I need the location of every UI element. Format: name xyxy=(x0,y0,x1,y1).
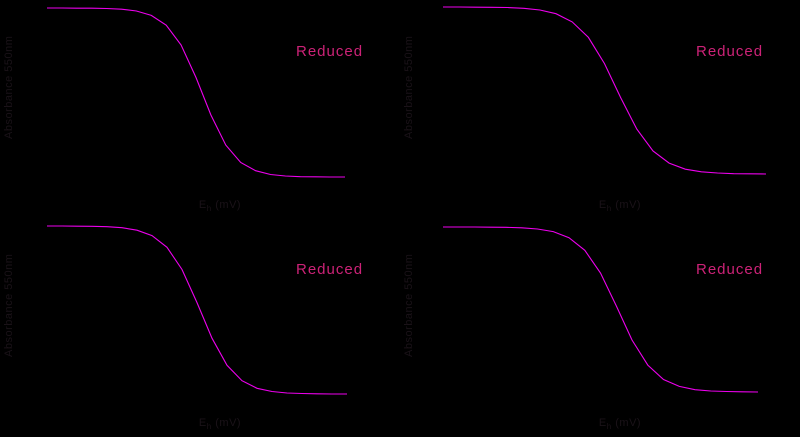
x-axis-label-subscript: h xyxy=(606,422,612,432)
x-axis-label-subscript: h xyxy=(206,204,212,214)
curve-label-reduced: Reduced xyxy=(696,43,764,60)
x-axis-label-base: E xyxy=(198,199,207,211)
y-axis-label: Absorbance 550nm xyxy=(403,35,415,139)
y-axis-label: Absorbance 550nm xyxy=(403,253,415,357)
x-axis-label-base: E xyxy=(598,417,607,429)
x-axis-label-base: E xyxy=(598,199,607,211)
x-axis-label-units: (mV) xyxy=(215,199,242,211)
chart-panel-top-left: Absorbance 550nm Eh (mV) Reduced xyxy=(0,0,400,218)
x-axis-label: Eh (mV) xyxy=(178,199,262,213)
y-axis-label: Absorbance 550nm xyxy=(3,35,15,139)
curve-label-reduced: Reduced xyxy=(696,261,764,278)
x-axis-label: Eh (mV) xyxy=(578,417,662,431)
chart-panel-bottom-right: Absorbance 550nm Eh (mV) Reduced xyxy=(400,218,800,437)
curve-label-reduced: Reduced xyxy=(296,261,364,278)
x-axis-label-subscript: h xyxy=(206,422,212,432)
x-axis-label-units: (mV) xyxy=(615,417,642,429)
chart-panel-bottom-left: Absorbance 550nm Eh (mV) Reduced xyxy=(0,218,400,437)
y-axis-label: Absorbance 550nm xyxy=(3,253,15,357)
x-axis-label: Eh (mV) xyxy=(178,417,262,431)
x-axis-label-units: (mV) xyxy=(215,417,242,429)
x-axis-label: Eh (mV) xyxy=(578,199,662,213)
x-axis-label-subscript: h xyxy=(606,204,612,214)
x-axis-label-base: E xyxy=(198,417,207,429)
chart-panel-top-right: Absorbance 550nm Eh (mV) Reduced xyxy=(400,0,800,218)
x-axis-label-units: (mV) xyxy=(615,199,642,211)
curve-label-reduced: Reduced xyxy=(296,43,364,60)
